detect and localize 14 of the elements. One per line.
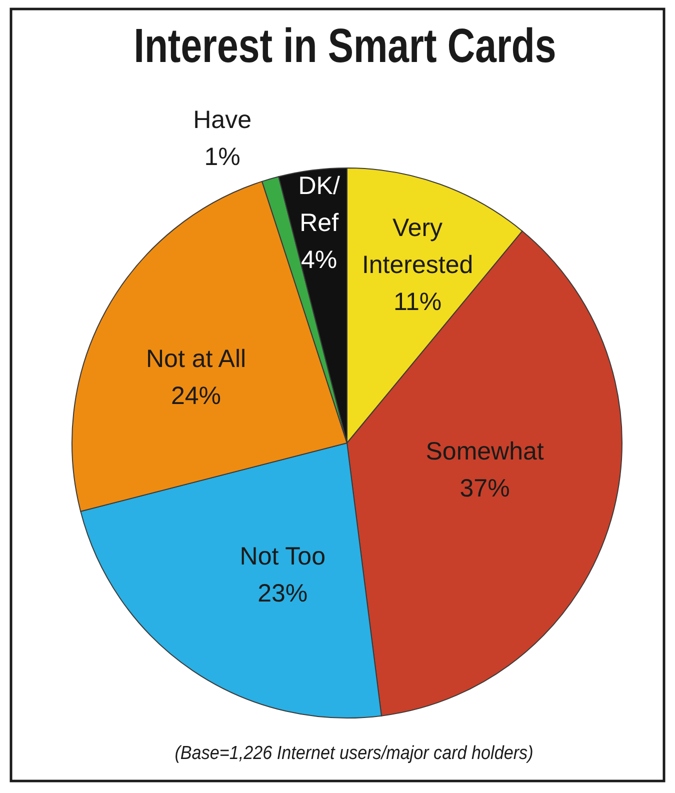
slice-label: Have xyxy=(193,106,252,134)
data-label: 23% xyxy=(258,579,308,608)
slice-label: Not at All xyxy=(146,344,246,373)
chart-title: Interest in Smart Cards xyxy=(134,20,556,74)
text: (Base=1,226 Internet users/major card holders) xyxy=(174,742,534,764)
slice-label: Not Too xyxy=(240,542,326,570)
data-label: 1% xyxy=(204,142,240,171)
data-label: 11% xyxy=(393,288,442,316)
data-label: 24% xyxy=(171,382,222,410)
data-label: 4% xyxy=(301,246,338,274)
slice-label: Very Interested xyxy=(362,214,474,279)
slice-label: Somewhat xyxy=(426,438,544,466)
slice-label: DK/Ref xyxy=(298,172,340,238)
data-label: 37% xyxy=(460,474,510,503)
